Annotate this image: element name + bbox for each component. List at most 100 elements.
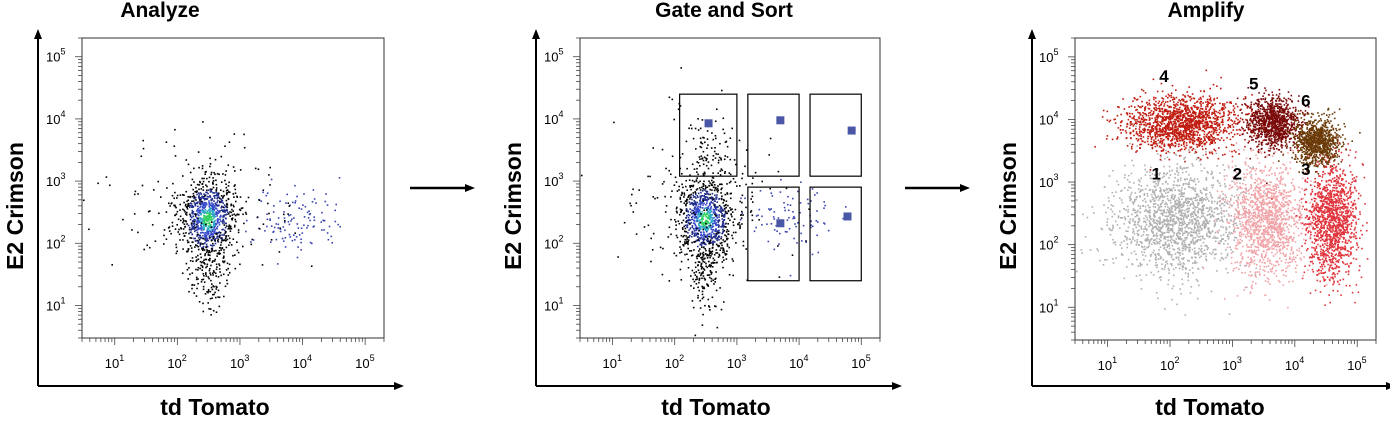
data-point [705,212,708,215]
data-point [1156,168,1159,171]
data-point [707,213,709,216]
data-point [1244,265,1246,267]
data-point [705,196,707,198]
data-point [195,239,197,242]
data-point [710,255,712,257]
data-point [1208,200,1210,202]
data-point [695,271,698,273]
data-point [702,173,705,175]
data-point [1288,216,1290,219]
data-point [1163,220,1166,223]
data-point [691,163,694,166]
data-point [727,237,729,240]
data-point [706,202,708,204]
y-tick-label: 105 [46,47,65,65]
data-point [198,194,201,196]
data-point [1225,210,1228,212]
data-point [1168,252,1171,255]
data-point [1106,218,1109,220]
data-point [692,204,695,207]
panel-title: Amplify [1167,0,1244,22]
data-point [225,205,227,208]
data-point [1203,188,1205,191]
data-point [1283,246,1286,249]
x-tick-label: 102 [167,353,186,371]
data-point [203,224,205,226]
data-point [714,229,717,232]
data-point [219,218,221,220]
data-point [1195,261,1198,264]
data-point [711,132,713,134]
data-point [716,201,719,203]
data-point [1187,215,1189,217]
data-point [279,227,281,229]
data-point [1211,170,1213,173]
data-point [733,159,736,161]
data-point [712,208,715,211]
data-point [652,147,654,149]
data-point [1181,242,1183,245]
data-point [202,273,205,275]
data-point [210,216,213,218]
data-point [229,225,232,228]
data-point [1198,239,1200,241]
data-point [1177,171,1180,174]
data-point [1184,249,1187,251]
data-point [1202,241,1205,244]
data-point [1203,227,1206,229]
data-point [273,230,275,233]
data-point [1270,241,1272,244]
data-point [171,221,174,224]
data-point [699,165,701,167]
data-point [1183,203,1185,206]
data-point [1202,207,1204,209]
data-point [122,218,124,221]
data-point [211,228,213,231]
data-point [1238,149,1240,151]
data-point [1259,259,1261,261]
data-point [1192,165,1194,167]
data-point [207,212,210,214]
data-point [707,161,710,163]
data-point [1128,181,1131,183]
data-point [163,234,165,237]
data-point [1128,221,1130,223]
data-point [1287,207,1289,210]
sort-marker-4 [776,219,785,228]
data-point [225,235,227,238]
data-point [1112,224,1114,227]
data-point [710,228,713,231]
data-point [1197,230,1200,233]
data-point [722,266,724,269]
data-point [223,214,226,216]
data-point [265,194,268,197]
data-point [309,213,312,215]
data-point [1285,267,1288,270]
data-point [202,121,204,123]
data-point [218,263,220,265]
data-point [1177,229,1180,232]
data-point [651,249,654,251]
data-point [703,261,706,263]
data-point [695,212,697,214]
data-point [680,209,682,211]
data-point [685,203,687,206]
data-point [200,217,203,220]
data-point [671,155,674,158]
data-point [713,189,716,192]
data-point [1186,225,1188,228]
data-point [1184,239,1187,241]
data-point [1080,249,1083,251]
gate-1 [679,93,738,177]
data-point [731,127,733,130]
data-point [1178,212,1180,214]
data-point [707,235,709,237]
data-point [707,254,710,257]
data-point [1222,220,1224,223]
data-point [1207,247,1209,249]
data-point [1152,189,1154,191]
data-point [1163,247,1165,250]
data-point [1167,183,1169,185]
data-point [1191,203,1193,205]
data-point [1202,154,1205,157]
